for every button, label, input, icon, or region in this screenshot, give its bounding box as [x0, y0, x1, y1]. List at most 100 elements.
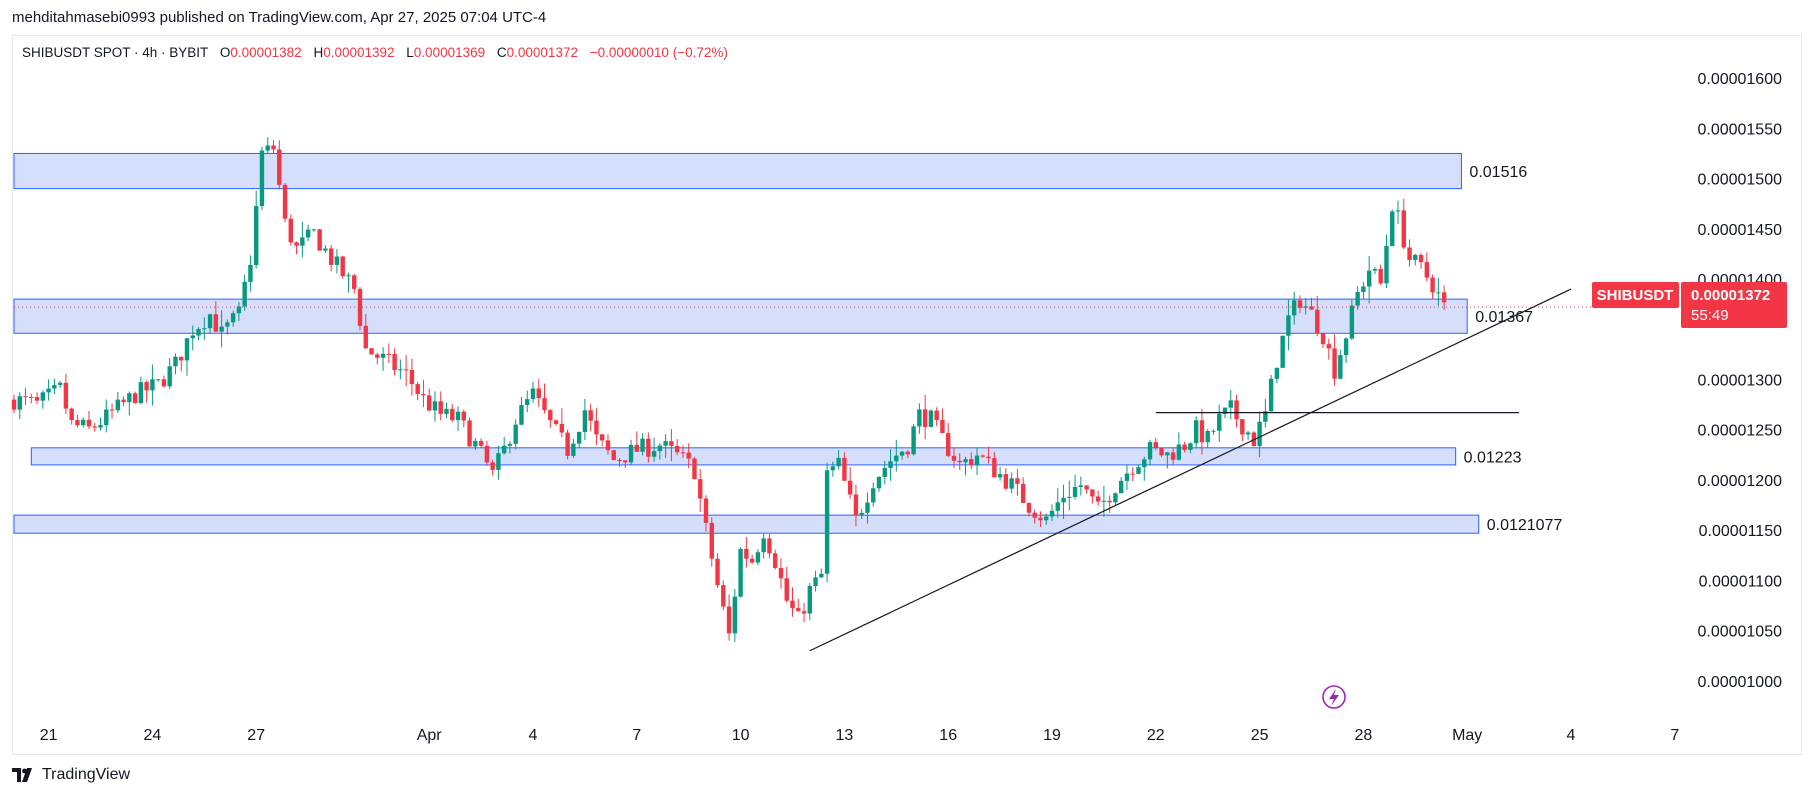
- candle-body: [1320, 333, 1326, 345]
- candle-body: [951, 455, 957, 461]
- candle-body: [911, 426, 916, 455]
- candle-body: [277, 149, 282, 185]
- candle-body: [790, 600, 795, 609]
- candle-body: [1349, 305, 1355, 339]
- y-tick-label: 0.00001250: [1697, 423, 1782, 440]
- candle-body: [1217, 413, 1222, 431]
- candle-body: [738, 548, 743, 597]
- candle-body: [138, 382, 144, 404]
- candle-body: [1413, 254, 1418, 260]
- zone-3: [13, 514, 1480, 534]
- candle-body: [1395, 210, 1401, 212]
- y-tick-label: 0.00001550: [1697, 121, 1782, 138]
- candles-layer: [11, 137, 1447, 642]
- price-tag: SHIBUSDT 0.00001372 55:49: [1592, 282, 1787, 328]
- candle-body: [179, 356, 184, 361]
- zone-1: [13, 298, 1468, 334]
- candle-body: [1372, 268, 1378, 271]
- x-tick-label: 19: [1043, 727, 1061, 744]
- candle-body: [623, 460, 628, 463]
- candle-body: [530, 388, 536, 400]
- candle-body: [375, 354, 380, 358]
- candle-body: [1003, 474, 1009, 489]
- candle-body: [767, 538, 772, 554]
- candle-body: [1424, 262, 1430, 278]
- candle-body: [1015, 478, 1020, 484]
- candle-body: [409, 369, 415, 385]
- footer-brand[interactable]: TradingView: [12, 766, 130, 784]
- candle-body: [352, 275, 357, 289]
- candle-body: [824, 470, 830, 574]
- candle-body: [1326, 344, 1331, 349]
- candle-body: [1136, 467, 1141, 474]
- candle-body: [1228, 400, 1233, 408]
- candle-body: [490, 462, 495, 470]
- candle-body: [663, 441, 668, 446]
- candle-body: [167, 366, 172, 387]
- candle-body: [1020, 483, 1026, 503]
- x-tick-label: 10: [732, 727, 750, 744]
- candle-body: [311, 229, 317, 231]
- candle-body: [184, 338, 190, 361]
- candle-body: [634, 444, 639, 452]
- candle-body: [1268, 378, 1274, 412]
- candle-body: [294, 242, 299, 246]
- candle-body: [461, 411, 466, 421]
- candle-body: [709, 522, 714, 559]
- candle-body: [69, 408, 74, 421]
- candle-body: [1430, 277, 1435, 293]
- candle-body: [98, 425, 103, 428]
- candle-body: [1078, 485, 1084, 487]
- candle-body: [415, 384, 420, 395]
- candle-body: [940, 420, 945, 434]
- candle-body: [1176, 444, 1182, 460]
- candle-body: [559, 423, 565, 433]
- x-tick-label: 25: [1251, 727, 1269, 744]
- candle-body: [628, 444, 634, 463]
- candle-body: [92, 426, 97, 428]
- x-tick-label: 24: [144, 727, 162, 744]
- candle-body: [865, 502, 870, 513]
- candle-body: [1343, 338, 1349, 356]
- candle-body: [761, 538, 766, 553]
- candle-body: [784, 578, 789, 601]
- candle-body: [380, 353, 386, 358]
- candle-body: [992, 458, 997, 478]
- symbol-label[interactable]: SHIBUSDT SPOT · 4h · BYBIT: [22, 45, 209, 60]
- candle-body: [259, 150, 265, 207]
- candle-body: [715, 558, 720, 586]
- candle-body: [432, 401, 438, 411]
- candle-body: [807, 585, 812, 614]
- candle-body: [1338, 355, 1343, 379]
- candle-body: [478, 440, 484, 446]
- y-tick-label: 0.00001450: [1697, 222, 1782, 239]
- candle-body: [121, 399, 126, 403]
- x-tick-label: 7: [1670, 727, 1679, 744]
- candle-body: [922, 409, 928, 427]
- trendlines-layer: [14, 288, 1592, 652]
- candle-body: [847, 480, 853, 495]
- candle-body: [1280, 335, 1285, 368]
- candle-body: [501, 445, 507, 454]
- candle-body: [334, 256, 340, 265]
- symbol-tag: SHIBUSDT: [1597, 287, 1674, 304]
- candle-body: [796, 608, 801, 612]
- bolt-icon[interactable]: [1322, 685, 1346, 709]
- candle-body: [1095, 496, 1101, 502]
- candle-body: [588, 410, 593, 421]
- candle-body: [1436, 292, 1441, 294]
- candle-body: [1165, 452, 1170, 456]
- x-axis[interactable]: 21 24 27 Apr 4 7 10 13 16 19 22 25 28 May 4 7: [40, 727, 1680, 744]
- candle-body: [513, 424, 518, 444]
- candle-body: [680, 452, 686, 454]
- candle-body: [553, 420, 559, 424]
- candle-body: [1199, 420, 1205, 443]
- candle-body: [1234, 400, 1239, 420]
- candle-body: [1061, 497, 1066, 503]
- y-axis[interactable]: 0.00001600 0.00001550 0.00001500 0.00001450…: [1697, 71, 1782, 691]
- candle-body: [657, 445, 663, 452]
- candle-body: [773, 553, 778, 568]
- candle-body: [132, 393, 138, 404]
